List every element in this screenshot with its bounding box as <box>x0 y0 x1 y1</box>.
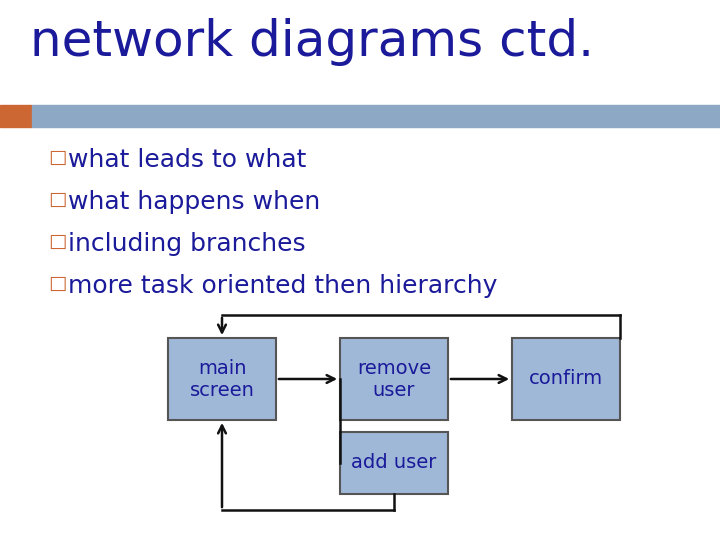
FancyBboxPatch shape <box>168 338 276 420</box>
Text: □: □ <box>48 232 66 251</box>
Text: what leads to what: what leads to what <box>68 148 307 172</box>
Bar <box>32 105 720 127</box>
Text: network diagrams ctd.: network diagrams ctd. <box>30 18 594 66</box>
Bar <box>0 105 32 127</box>
Text: main
screen: main screen <box>189 359 254 400</box>
Text: confirm: confirm <box>529 369 603 388</box>
FancyBboxPatch shape <box>340 338 448 420</box>
FancyBboxPatch shape <box>340 432 448 494</box>
FancyBboxPatch shape <box>512 338 620 420</box>
Text: □: □ <box>48 148 66 167</box>
Text: add user: add user <box>351 454 437 472</box>
Text: □: □ <box>48 190 66 209</box>
Text: □: □ <box>48 274 66 293</box>
Text: what happens when: what happens when <box>68 190 320 214</box>
Text: including branches: including branches <box>68 232 305 256</box>
Text: remove
user: remove user <box>357 359 431 400</box>
Text: more task oriented then hierarchy: more task oriented then hierarchy <box>68 274 498 298</box>
